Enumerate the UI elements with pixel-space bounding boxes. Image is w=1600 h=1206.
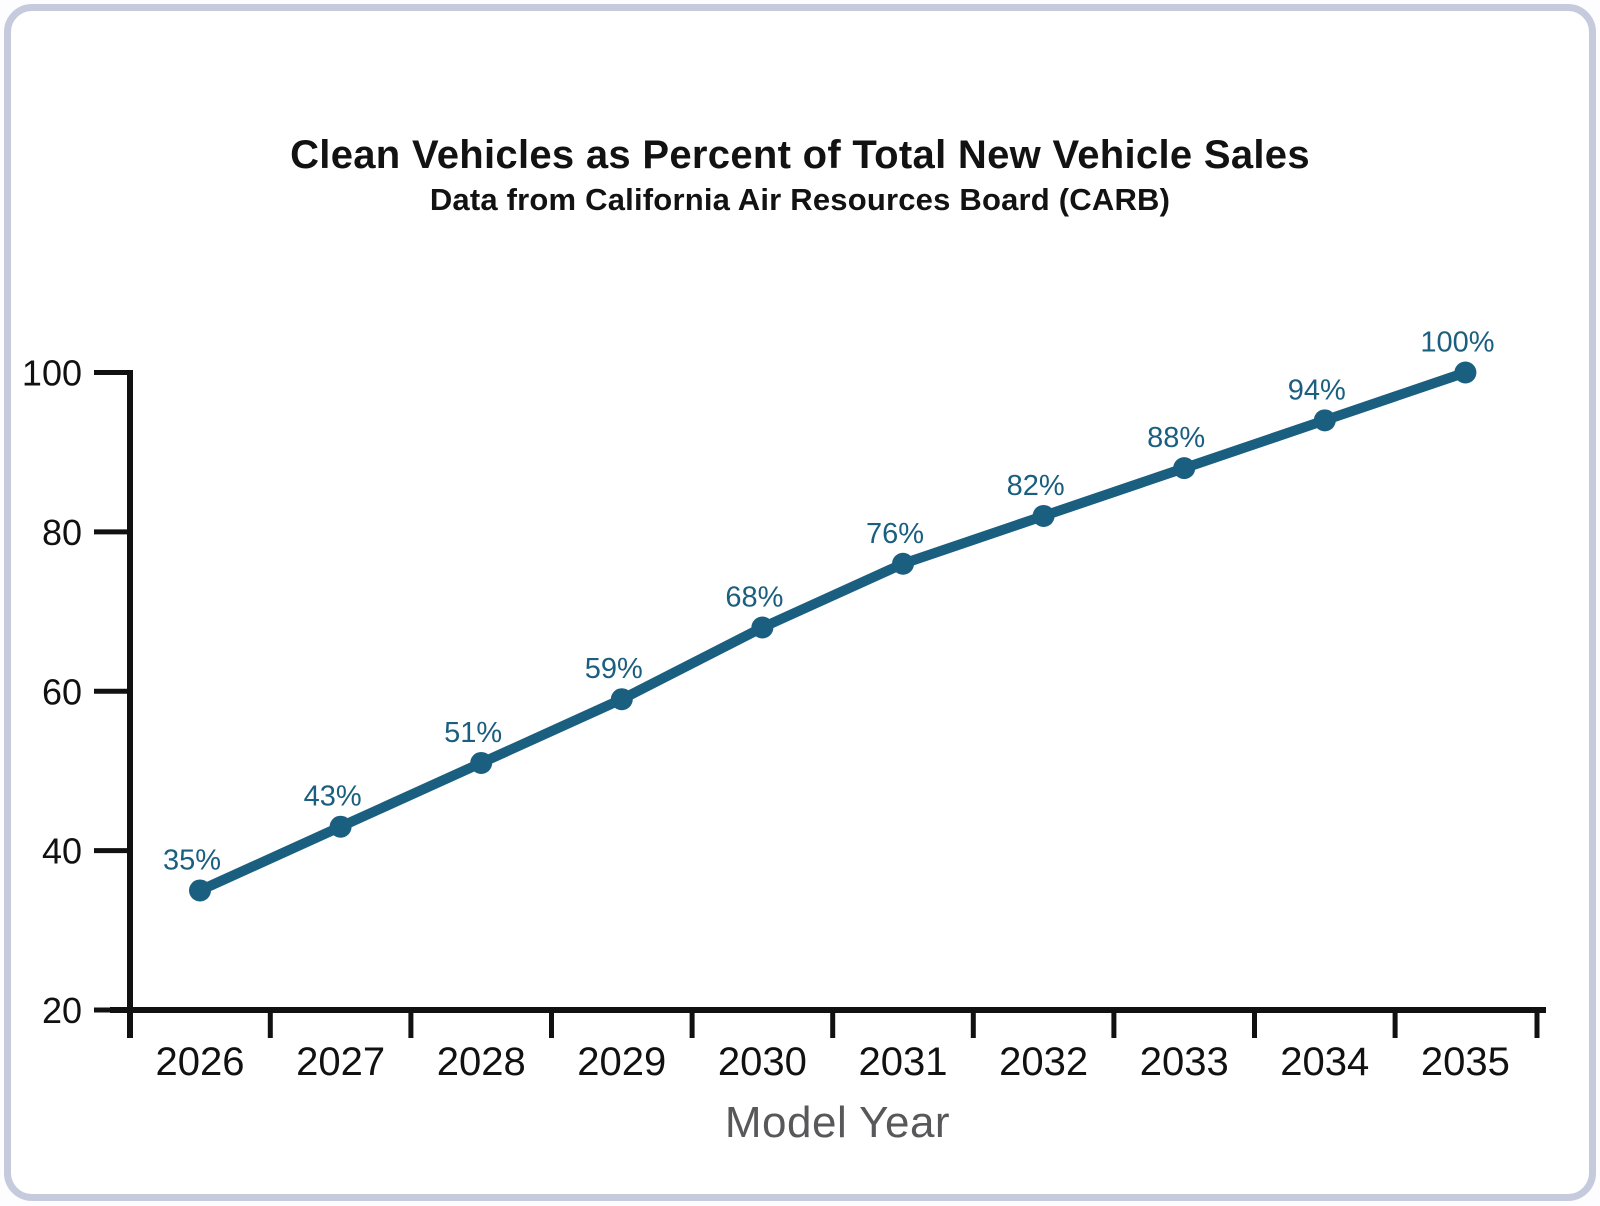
data-point <box>1032 504 1055 527</box>
data-point-label: 76% <box>866 518 924 550</box>
data-point <box>892 552 914 575</box>
data-point <box>610 688 633 711</box>
data-point-label: 51% <box>444 717 502 749</box>
y-tick-label: 20 <box>42 990 82 1031</box>
data-point-label: 35% <box>163 844 221 876</box>
data-point-label: 94% <box>1288 374 1346 406</box>
x-tick-label: 2028 <box>437 1040 526 1084</box>
data-line <box>195 367 1471 896</box>
data-point-label: 82% <box>1007 470 1065 502</box>
y-tick-label: 100 <box>22 353 82 394</box>
x-tick-label: 2029 <box>577 1040 666 1084</box>
x-tick-label: 2027 <box>296 1040 385 1084</box>
x-tick-label: 2034 <box>1280 1040 1369 1084</box>
chart-title: Clean Vehicles as Percent of Total New V… <box>290 133 1310 177</box>
data-point-label: 88% <box>1147 422 1205 454</box>
x-axis-title: Model Year <box>724 1098 951 1147</box>
x-tick-label: 2035 <box>1421 1040 1510 1084</box>
data-point <box>1454 361 1477 384</box>
data-point <box>1173 457 1196 480</box>
data-point <box>329 815 352 838</box>
x-tick-label: 2033 <box>1140 1040 1229 1084</box>
x-tick-label: 2026 <box>156 1040 245 1084</box>
y-tick-label: 60 <box>42 671 82 712</box>
x-tick-label: 2030 <box>718 1040 807 1084</box>
x-tick-label: 2032 <box>999 1040 1088 1084</box>
data-point-label: 59% <box>585 653 643 685</box>
data-point-label: 43% <box>304 781 362 813</box>
data-point <box>470 751 493 774</box>
chart-subtitle: Data from California Air Resources Board… <box>429 182 1171 217</box>
data-point-label: 68% <box>725 582 783 614</box>
chart-card <box>4 4 1596 1201</box>
x-tick-label: 2031 <box>859 1040 948 1084</box>
data-point-label: 100% <box>1420 327 1494 359</box>
data-point <box>1313 409 1336 432</box>
data-point <box>751 616 774 639</box>
y-tick-label: 80 <box>42 512 82 553</box>
data-point <box>189 879 211 902</box>
y-tick-label: 40 <box>42 831 82 872</box>
